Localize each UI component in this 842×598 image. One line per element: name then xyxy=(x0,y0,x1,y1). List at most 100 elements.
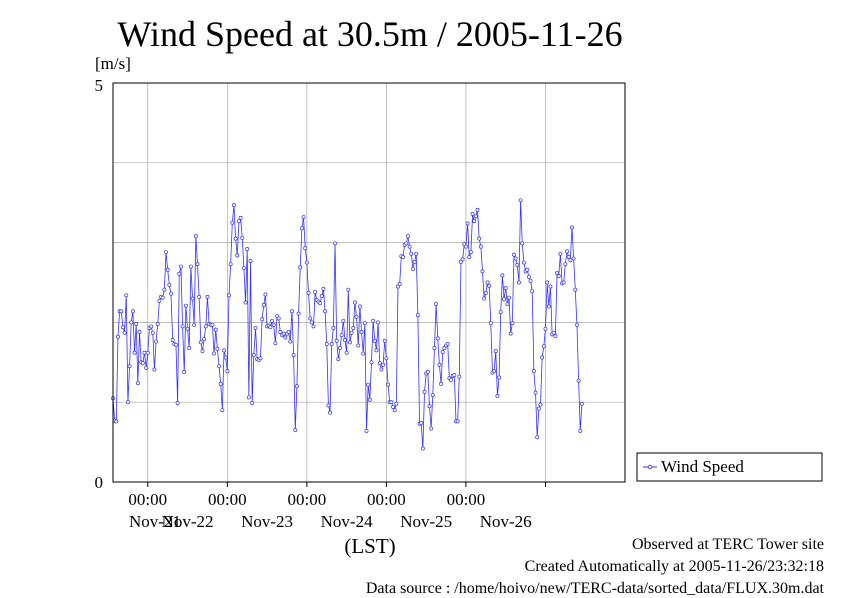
x-tick-time-label: 00:00 xyxy=(367,490,406,509)
data-point xyxy=(357,304,362,309)
data-point xyxy=(283,335,288,340)
data-point xyxy=(497,375,502,380)
data-point xyxy=(162,287,167,292)
data-point xyxy=(470,211,475,216)
data-point xyxy=(130,309,135,314)
data-point xyxy=(174,342,178,347)
data-point xyxy=(422,389,427,394)
data-point xyxy=(468,250,473,255)
data-point xyxy=(579,401,584,406)
data-point xyxy=(160,295,165,300)
data-point xyxy=(379,367,384,372)
data-point xyxy=(541,344,546,349)
data-point xyxy=(290,309,294,314)
data-point xyxy=(240,235,245,240)
data-point xyxy=(270,318,275,323)
data-point xyxy=(260,317,265,322)
data-point xyxy=(531,369,536,374)
plot-frame xyxy=(112,82,626,483)
data-point xyxy=(460,257,465,262)
data-point xyxy=(505,302,510,306)
data-point xyxy=(512,252,516,257)
data-point xyxy=(407,244,412,249)
data-point xyxy=(473,214,478,219)
data-point xyxy=(382,338,387,343)
data-point xyxy=(520,241,525,246)
chart-title: Wind Speed at 30.5m / 2005-11-26 xyxy=(117,14,622,54)
observed-note: Observed at TERC Tower site xyxy=(631,536,824,553)
data-point xyxy=(518,198,523,203)
data-point xyxy=(571,256,576,261)
data-point xyxy=(425,369,430,374)
data-point xyxy=(134,322,139,326)
data-point xyxy=(457,374,462,379)
data-point xyxy=(346,287,351,292)
x-day-label: Nov-21 xyxy=(129,512,181,531)
data-point xyxy=(445,342,450,346)
data-source-note: Data source : /home/hoivo/new/TERC-data/… xyxy=(365,580,824,597)
data-point xyxy=(578,428,583,433)
data-point xyxy=(304,260,309,265)
data-point xyxy=(222,348,226,353)
data-point xyxy=(116,334,120,339)
data-point xyxy=(182,369,187,374)
data-point xyxy=(565,249,569,254)
data-point xyxy=(452,373,457,378)
data-point xyxy=(333,241,337,246)
data-point xyxy=(384,356,389,361)
data-point xyxy=(273,341,278,346)
data-point xyxy=(439,381,444,386)
data-point xyxy=(169,291,173,296)
grid-lines xyxy=(113,83,625,482)
data-point xyxy=(311,324,316,329)
data-point xyxy=(339,333,344,338)
data-point xyxy=(410,266,415,271)
data-point xyxy=(391,405,395,409)
data-point xyxy=(465,221,470,226)
data-point xyxy=(555,270,560,275)
data-point xyxy=(328,410,333,415)
data-point xyxy=(409,251,414,256)
data-point xyxy=(356,343,361,348)
data-point xyxy=(281,331,286,336)
data-point xyxy=(475,207,480,212)
data-point xyxy=(526,274,531,279)
x-tick-time-label: 00:00 xyxy=(208,490,247,509)
data-point xyxy=(487,283,492,288)
data-point xyxy=(538,402,543,407)
data-point xyxy=(548,284,553,289)
data-point xyxy=(351,326,356,330)
data-point xyxy=(336,357,341,362)
data-point xyxy=(291,353,296,358)
data-point xyxy=(405,234,410,239)
data-point xyxy=(308,316,313,321)
data-point xyxy=(566,255,571,259)
data-point xyxy=(227,293,231,298)
data-point xyxy=(437,362,442,367)
data-point xyxy=(149,324,154,329)
data-point xyxy=(430,393,435,397)
data-point xyxy=(276,316,281,321)
data-point xyxy=(334,338,339,343)
data-point xyxy=(250,401,255,405)
data-point xyxy=(347,340,352,345)
series-line xyxy=(112,200,583,449)
data-point xyxy=(175,401,180,405)
data-point xyxy=(241,266,246,271)
data-point xyxy=(551,330,556,335)
data-point xyxy=(187,345,192,350)
data-point xyxy=(331,326,336,330)
data-point xyxy=(503,286,508,291)
data-point xyxy=(389,400,394,405)
data-point xyxy=(500,273,505,278)
data-point xyxy=(195,262,200,267)
data-point xyxy=(119,309,124,314)
data-point xyxy=(434,302,439,306)
data-point xyxy=(236,219,241,223)
data-point xyxy=(528,278,533,283)
x-tick-time-label: 00:00 xyxy=(128,490,167,509)
x-day-label: Nov-26 xyxy=(480,512,532,531)
data-point xyxy=(150,330,155,335)
data-point xyxy=(238,215,243,220)
data-point xyxy=(200,349,205,354)
